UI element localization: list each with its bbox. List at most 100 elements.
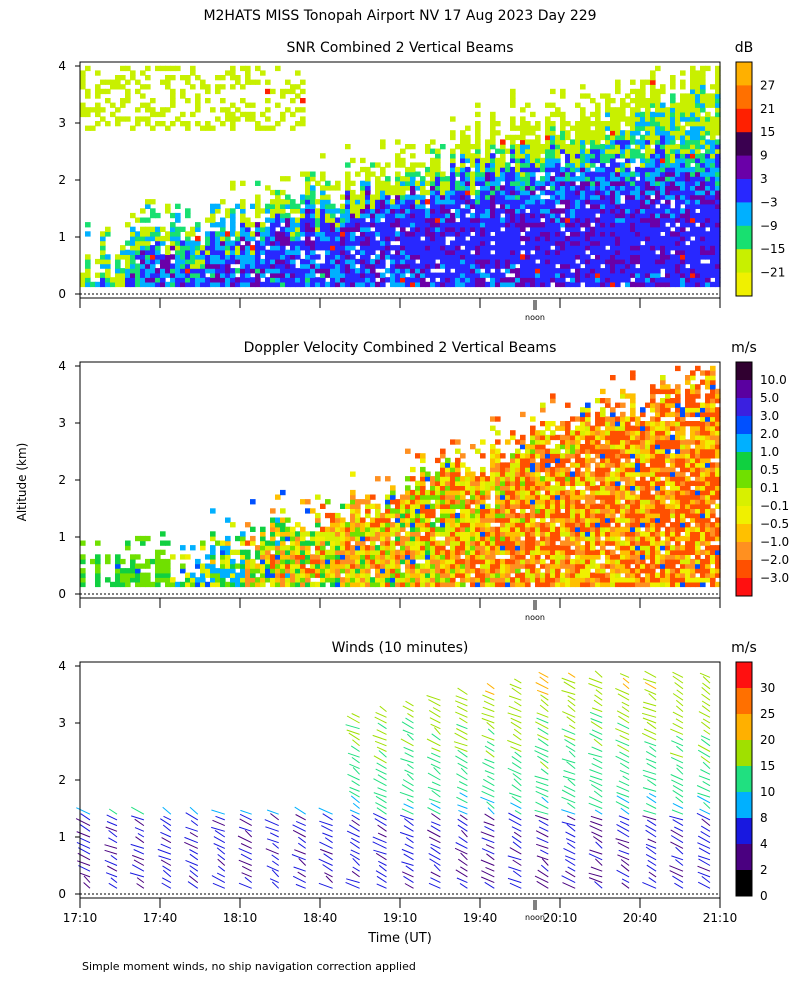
field-cell — [280, 545, 286, 551]
field-cell — [360, 572, 366, 578]
field-cell — [425, 226, 431, 232]
field-cell — [700, 231, 706, 237]
field-cell — [580, 93, 586, 99]
field-cell — [435, 577, 441, 583]
field-cell — [350, 208, 356, 214]
field-cell — [620, 134, 626, 141]
field-cell — [335, 281, 341, 288]
field-cell — [145, 563, 151, 569]
field-cell — [260, 549, 266, 555]
field-cell — [415, 568, 421, 574]
field-cell — [380, 535, 386, 542]
field-cell — [185, 254, 191, 260]
field-cell — [400, 272, 406, 278]
field-cell — [535, 208, 541, 214]
field-cell — [170, 277, 176, 283]
field-cell — [150, 212, 156, 219]
field-cell — [465, 153, 471, 159]
field-cell — [370, 199, 376, 205]
field-cell — [475, 540, 481, 546]
field-cell — [295, 121, 301, 127]
field-cell — [545, 421, 551, 427]
field-cell — [330, 554, 336, 560]
field-cell — [220, 554, 226, 560]
field-cell — [600, 203, 606, 209]
field-cell — [600, 130, 606, 136]
field-cell — [600, 199, 606, 205]
field-cell — [550, 508, 556, 514]
field-cell — [600, 166, 606, 173]
field-cell — [95, 572, 101, 578]
field-cell — [385, 508, 391, 514]
field-cell — [585, 130, 591, 136]
field-cell — [355, 577, 361, 583]
field-cell — [605, 194, 611, 200]
field-cell — [545, 171, 551, 177]
field-cell — [655, 116, 661, 122]
field-cell — [345, 189, 351, 196]
field-cell — [555, 235, 561, 242]
field-cell — [290, 272, 296, 278]
field-cell — [170, 93, 176, 99]
field-cell — [630, 180, 636, 186]
field-cell — [275, 249, 281, 255]
field-cell — [85, 254, 91, 260]
field-cell — [550, 176, 556, 182]
field-cell — [245, 263, 251, 269]
field-cell — [330, 535, 336, 542]
field-cell — [580, 111, 586, 118]
field-cell — [270, 540, 276, 546]
field-cell — [460, 180, 466, 186]
field-cell — [445, 558, 451, 565]
field-cell — [555, 466, 561, 473]
field-cell — [660, 134, 666, 141]
field-cell — [500, 240, 506, 246]
field-cell — [425, 240, 431, 246]
field-cell — [255, 203, 261, 209]
field-cell — [685, 139, 691, 145]
field-cell — [590, 148, 596, 154]
field-cell — [610, 231, 616, 237]
field-cell — [425, 166, 431, 173]
field-cell — [610, 194, 616, 200]
field-cell — [125, 79, 131, 85]
doppler-units: m/s — [731, 340, 757, 356]
field-cell — [430, 166, 436, 173]
field-cell — [535, 554, 541, 560]
field-cell — [350, 572, 356, 578]
field-cell — [485, 235, 491, 242]
field-cell — [540, 444, 546, 450]
field-cell — [340, 245, 346, 251]
field-cell — [565, 176, 571, 182]
field-cell — [500, 166, 506, 173]
field-cell — [550, 572, 556, 578]
field-cell — [495, 208, 501, 214]
field-cell — [560, 517, 566, 523]
field-cell — [560, 453, 566, 459]
field-cell — [220, 249, 226, 255]
field-cell — [660, 185, 666, 191]
field-cell — [170, 121, 176, 127]
field-cell — [500, 572, 506, 578]
field-cell — [555, 545, 561, 551]
field-cell — [535, 577, 541, 583]
field-cell — [505, 466, 511, 473]
field-cell — [640, 79, 646, 85]
field-cell — [190, 240, 196, 246]
field-cell — [680, 217, 686, 223]
field-cell — [390, 545, 396, 551]
field-cell — [385, 512, 391, 519]
field-cell — [530, 162, 536, 168]
field-cell — [690, 157, 696, 164]
field-cell — [650, 222, 656, 228]
field-cell — [490, 263, 496, 269]
field-cell — [415, 194, 421, 200]
field-cell — [290, 88, 296, 95]
field-cell — [160, 277, 166, 283]
field-cell — [265, 203, 271, 209]
field-cell — [325, 572, 331, 578]
field-cell — [655, 222, 661, 228]
field-cell — [460, 545, 466, 551]
field-cell — [710, 93, 716, 99]
field-cell — [665, 134, 671, 141]
